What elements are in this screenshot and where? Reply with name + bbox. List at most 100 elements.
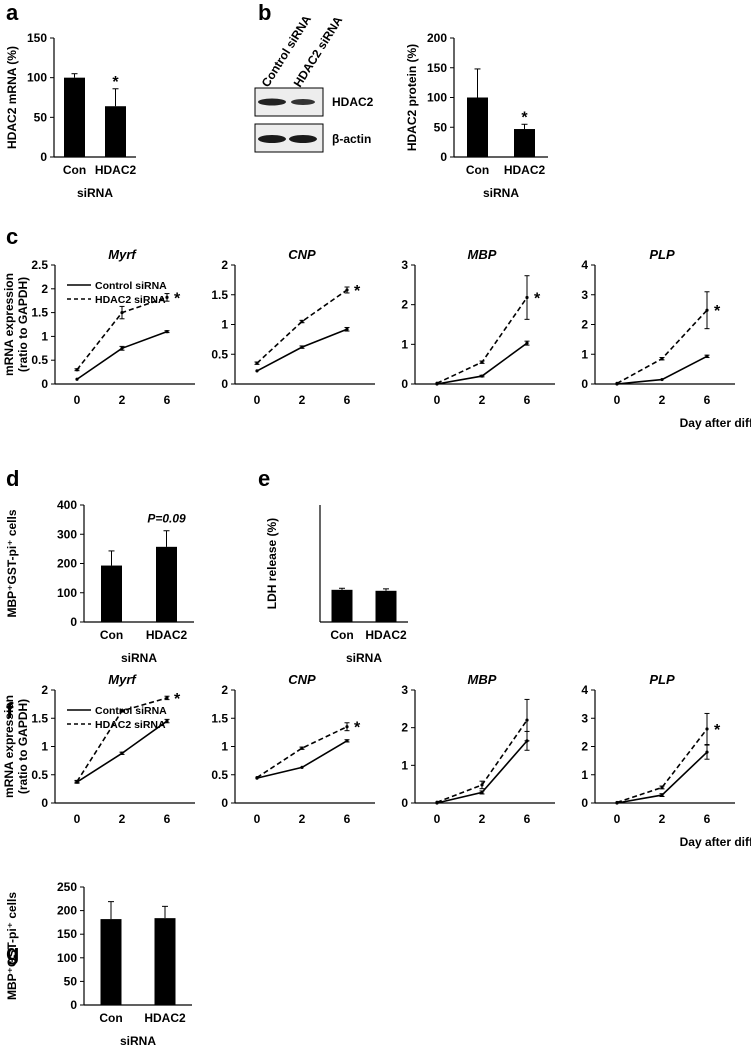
chart-c-plp-ytick-label: 4 [581,258,588,272]
chart-f-cnp-xtick-label: 0 [254,812,261,826]
blot-band [291,99,315,105]
chart-c-mbp-point [435,381,439,385]
chart-c-plp-significance: * [714,303,721,320]
chart-c-myrf-xtick-label: 6 [164,393,171,407]
chart-a-significance: * [112,74,119,91]
chart-g-ylabel: MBP⁺GST-pi⁺ cells [5,892,19,1000]
chart-g-xlabel: siRNA [120,1034,156,1048]
chart-f-myrf-legend-label: Control siRNA [95,705,167,717]
chart-c-plp-ytick-label: 3 [581,288,588,302]
chart-c-myrf-ytick-label: 0 [41,377,48,391]
chart-f-myrf-xtick-label: 2 [119,812,126,826]
chart-d-ytick-label: 300 [57,527,77,541]
chart-d-ylabel: MBP⁺GST-pi⁺ cells [5,509,19,617]
chart-f-plp-xtick-label: 0 [614,812,621,826]
chart-c-plp-xlabel: Day after differentiation [680,416,751,430]
chart-d-pvalue: P=0.09 [147,512,186,526]
chart-g-bar-con [100,919,122,1005]
chart-f-plp-series-hdac2-line [616,728,708,804]
chart-c-cnp-xtick-label: 6 [344,393,351,407]
chart-f-mbp-xtick-label: 6 [524,812,531,826]
chart-c-plp-ytick-label: 1 [581,347,588,361]
chart-f-cnp-ytick-label: 1.5 [211,711,228,725]
chart-f-cnp-series-control-line [256,740,348,779]
chart-c-cnp-ytick-label: 0 [221,377,228,391]
chart-a-ytick-label: 0 [40,150,47,164]
chart-d-bar-con [101,565,122,622]
chart-g-ytick-label: 100 [57,951,77,965]
chart-e-ylabel: LDH release (%) [265,518,279,609]
chart-c-cnp-significance: * [354,283,361,300]
chart-c-plp-xtick-label: 2 [659,393,666,407]
chart-c-mbp-title: MBP [468,247,497,262]
chart-f-myrf-ylabel: mRNA expression [2,695,16,798]
chart-c-myrf-ytick-label: 1 [41,329,48,343]
chart-f-plp-significance: * [714,722,721,739]
blot-band-label-actin: β-actin [332,132,371,146]
chart-a-xtick-label: HDAC2 [95,163,137,177]
chart-b-ytick-label: 50 [434,120,448,134]
chart-f-plp-point [615,800,619,805]
chart-f-mbp-ytick-label: 0 [401,796,408,810]
chart-c-myrf-ytick-label: 2 [41,282,48,296]
chart-g-ytick-label: 200 [57,904,77,918]
chart-f-cnp-xtick-label: 6 [344,812,351,826]
chart-f-plp-xtick-label: 6 [704,812,711,826]
chart-f-mbp-xtick-label: 2 [479,812,486,826]
chart-c-cnp-ytick-label: 2 [221,258,228,272]
chart-f-myrf-ytick-label: 1.5 [31,711,48,725]
chart-f-cnp-xtick-label: 2 [299,812,306,826]
chart-d-bar-hdac2 [156,546,177,622]
chart-d-ytick-label: 0 [70,615,77,629]
chart-e-bar-con [331,589,353,622]
chart-f-plp-title: PLP [649,672,675,687]
chart-a-ytick-label: 50 [34,110,48,124]
chart-c-mbp-series-hdac2-line [436,297,528,384]
chart-b-bar-con [467,97,488,157]
chart-c-plp-point [660,377,664,382]
chart-c-mbp-ytick-label: 0 [401,377,408,391]
chart-f-mbp-ytick-label: 3 [401,683,408,697]
chart-b-ylabel: HDAC2 protein (%) [405,44,419,151]
chart-f-plp-y-axis: 0 1 2 3 4 [581,683,596,810]
chart-c-myrf-series-control-line [76,330,168,380]
chart-f-cnp-series-hdac2-line [256,726,348,779]
chart-c-cnp-xtick-label: 2 [299,393,306,407]
chart-c-myrf-ytick-label: 2.5 [31,258,48,272]
chart-g-y-axis: 0 50 100 150 200 250 [57,880,85,1012]
chart-g-ytick-label: 0 [70,998,77,1012]
chart-b-xlabel: siRNA [483,186,519,200]
chart-f-cnp-significance: * [354,720,361,737]
chart-b-xtick-label: Con [466,163,489,177]
chart-c-cnp-title: CNP [288,247,316,262]
chart-g-ytick-label: 150 [57,927,77,941]
chart-c-plp-xtick-label: 0 [614,393,621,407]
chart-a-ytick-label: 100 [27,71,47,85]
chart-e-xtick-label: Con [330,628,353,642]
chart-f-mbp-xtick-label: 0 [434,812,441,826]
chart-c-plp-point [615,381,619,386]
chart-f-plp-xtick-label: 2 [659,812,666,826]
chart-a-xtick-label: Con [63,163,86,177]
blot-band [289,135,317,143]
chart-c-cnp-series-hdac2-line [256,289,348,364]
chart-c-myrf-xtick-label: 0 [74,393,81,407]
chart-f-cnp-title: CNP [288,672,316,687]
blot-band [258,135,286,143]
chart-f-myrf-xtick-label: 0 [74,812,81,826]
chart-f-cnp-point [300,765,304,770]
chart-f-plp-ytick-label: 4 [581,683,588,697]
chart-d-y-axis: 0 100 200 300 400 [57,498,85,629]
chart-c-myrf-ylabel2: (ratio to GAPDH) [16,277,30,372]
chart-f-cnp-y-axis: 0 0.5 1 1.5 2 [211,683,236,810]
chart-b-bar-hdac2 [514,129,535,157]
chart-c-plp-xtick-label: 6 [704,393,711,407]
blot-band [258,98,286,106]
chart-c-plp-y-axis: 0 1 2 3 4 [581,258,596,391]
chart-f-cnp-ytick-label: 2 [221,683,228,697]
chart-f-myrf-ytick-label: 2 [41,683,48,697]
chart-f-myrf-ytick-label: 1 [41,740,48,754]
chart-c-mbp-xtick-label: 0 [434,393,441,407]
chart-g-ytick-label: 50 [64,974,78,988]
chart-f-mbp-ytick-label: 2 [401,721,408,735]
